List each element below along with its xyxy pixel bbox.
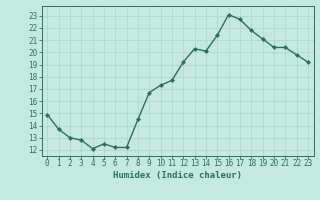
X-axis label: Humidex (Indice chaleur): Humidex (Indice chaleur) xyxy=(113,171,242,180)
